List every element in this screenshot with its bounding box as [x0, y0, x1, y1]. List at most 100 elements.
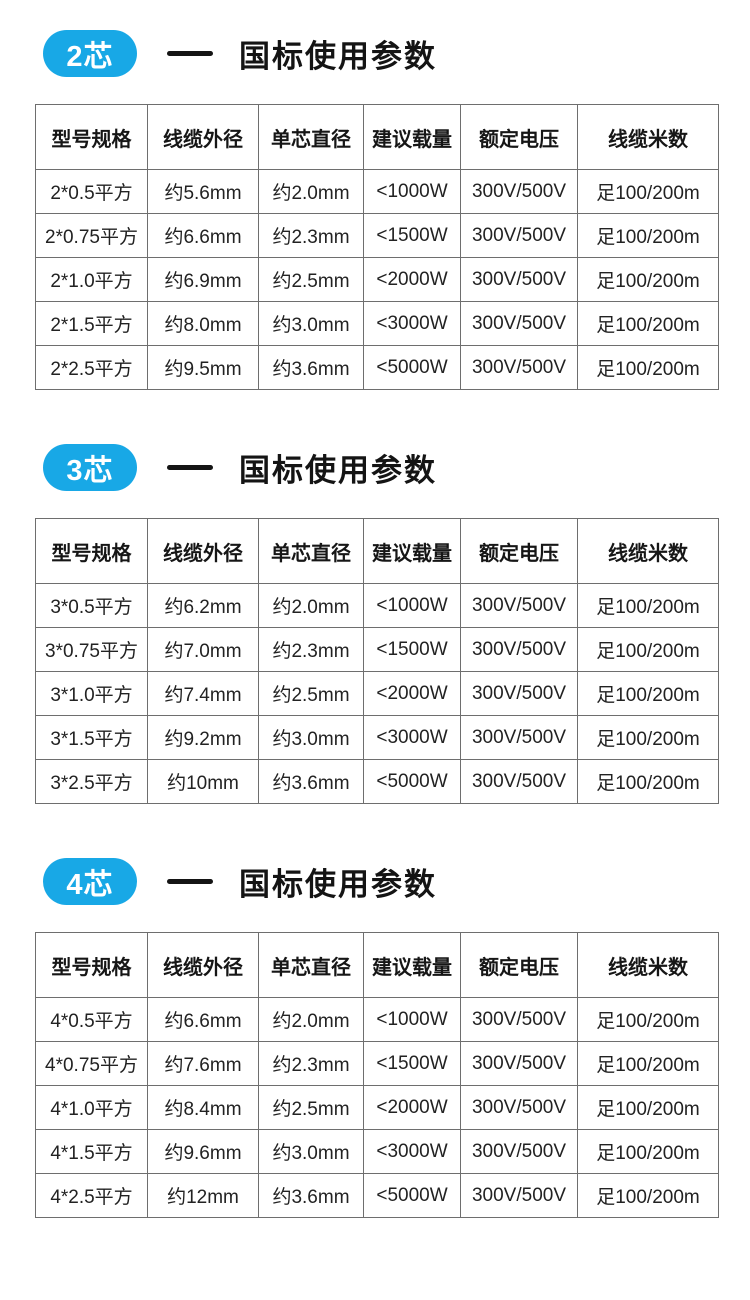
cell-outer-dia: 约9.5mm [147, 345, 259, 390]
cell-voltage: 300V/500V [460, 1041, 578, 1086]
cell-core-dia: 约3.0mm [258, 301, 364, 346]
table-row: 3*2.5平方 约10mm 约3.6mm <5000W 300V/500V 足1… [35, 759, 719, 804]
cell-voltage: 300V/500V [460, 1085, 578, 1130]
cell-model: 2*1.5平方 [35, 301, 148, 346]
cell-outer-dia: 约12mm [147, 1173, 259, 1218]
core-count-badge: 2芯 [43, 30, 137, 77]
cell-core-dia: 约3.0mm [258, 1129, 364, 1174]
cell-load: <5000W [363, 759, 461, 804]
col-header-length: 线缆米数 [577, 518, 719, 584]
cell-length: 足100/200m [577, 759, 719, 804]
cell-core-dia: 约3.6mm [258, 1173, 364, 1218]
col-header-load: 建议载量 [363, 932, 461, 998]
cell-load: <5000W [363, 1173, 461, 1218]
table-row: 3*1.5平方 约9.2mm 约3.0mm <3000W 300V/500V 足… [35, 715, 719, 760]
cell-model: 2*0.5平方 [35, 169, 148, 214]
table-row: 4*0.5平方 约6.6mm 约2.0mm <1000W 300V/500V 足… [35, 997, 719, 1042]
section-title: 国标使用参数 [239, 39, 437, 74]
cell-core-dia: 约2.0mm [258, 997, 364, 1042]
col-header-voltage: 额定电压 [460, 518, 578, 584]
cell-outer-dia: 约6.2mm [147, 583, 259, 628]
cell-load: <3000W [363, 301, 461, 346]
cell-load: <1500W [363, 1041, 461, 1086]
table-row: 3*0.75平方 约7.0mm 约2.3mm <1500W 300V/500V … [35, 627, 719, 672]
cell-outer-dia: 约7.6mm [147, 1041, 259, 1086]
cell-length: 足100/200m [577, 671, 719, 716]
cell-model: 3*2.5平方 [35, 759, 148, 804]
col-header-load: 建议载量 [363, 518, 461, 584]
col-header-core-dia: 单芯直径 [258, 104, 364, 170]
spec-table-2core: 型号规格 线缆外径 单芯直径 建议载量 额定电压 线缆米数 2*0.5平方 约5… [35, 104, 719, 390]
cell-outer-dia: 约8.0mm [147, 301, 259, 346]
cell-load: <3000W [363, 715, 461, 760]
cell-length: 足100/200m [577, 1129, 719, 1174]
cell-load: <1000W [363, 169, 461, 214]
col-header-length: 线缆米数 [577, 104, 719, 170]
cell-voltage: 300V/500V [460, 1129, 578, 1174]
cell-length: 足100/200m [577, 345, 719, 390]
table-row: 3*0.5平方 约6.2mm 约2.0mm <1000W 300V/500V 足… [35, 583, 719, 628]
cell-model: 3*0.5平方 [35, 583, 148, 628]
cell-outer-dia: 约6.9mm [147, 257, 259, 302]
cell-length: 足100/200m [577, 715, 719, 760]
cell-core-dia: 约2.0mm [258, 169, 364, 214]
cell-load: <2000W [363, 257, 461, 302]
cell-outer-dia: 约9.2mm [147, 715, 259, 760]
cell-voltage: 300V/500V [460, 671, 578, 716]
cell-outer-dia: 约6.6mm [147, 997, 259, 1042]
cell-core-dia: 约3.6mm [258, 759, 364, 804]
cell-core-dia: 约2.0mm [258, 583, 364, 628]
table-row: 4*1.0平方 约8.4mm 约2.5mm <2000W 300V/500V 足… [35, 1085, 719, 1130]
spec-sheet-page: 2芯 国标使用参数 型号规格 线缆外径 单芯直径 建议载量 额定电压 线缆米数 [0, 30, 750, 1218]
cell-load: <1500W [363, 213, 461, 258]
cell-model: 3*1.5平方 [35, 715, 148, 760]
cell-voltage: 300V/500V [460, 345, 578, 390]
cell-load: <5000W [363, 345, 461, 390]
col-header-model: 型号规格 [35, 104, 148, 170]
cell-core-dia: 约3.0mm [258, 715, 364, 760]
cell-outer-dia: 约10mm [147, 759, 259, 804]
cell-voltage: 300V/500V [460, 257, 578, 302]
cell-model: 4*1.0平方 [35, 1085, 148, 1130]
cell-model: 4*1.5平方 [35, 1129, 148, 1174]
cell-length: 足100/200m [577, 1173, 719, 1218]
table-row: 2*1.0平方 约6.9mm 约2.5mm <2000W 300V/500V 足… [35, 257, 719, 302]
cell-outer-dia: 约7.4mm [147, 671, 259, 716]
table-header-row: 型号规格 线缆外径 单芯直径 建议载量 额定电压 线缆米数 [35, 518, 719, 584]
table-row: 2*1.5平方 约8.0mm 约3.0mm <3000W 300V/500V 足… [35, 301, 719, 346]
cell-core-dia: 约2.3mm [258, 213, 364, 258]
dash-divider [167, 465, 213, 470]
col-header-voltage: 额定电压 [460, 932, 578, 998]
cell-core-dia: 约3.6mm [258, 345, 364, 390]
col-header-model: 型号规格 [35, 932, 148, 998]
cell-length: 足100/200m [577, 301, 719, 346]
cell-load: <3000W [363, 1129, 461, 1174]
cell-length: 足100/200m [577, 1085, 719, 1130]
cell-length: 足100/200m [577, 583, 719, 628]
cell-core-dia: 约2.5mm [258, 257, 364, 302]
cell-load: <1000W [363, 997, 461, 1042]
cell-length: 足100/200m [577, 1041, 719, 1086]
table-row: 2*2.5平方 约9.5mm 约3.6mm <5000W 300V/500V 足… [35, 345, 719, 390]
cell-model: 2*2.5平方 [35, 345, 148, 390]
cell-voltage: 300V/500V [460, 169, 578, 214]
cell-model: 4*2.5平方 [35, 1173, 148, 1218]
cell-model: 2*1.0平方 [35, 257, 148, 302]
cell-length: 足100/200m [577, 213, 719, 258]
section-4core: 4芯 国标使用参数 型号规格 线缆外径 单芯直径 建议载量 额定电压 线缆米数 [0, 858, 750, 1218]
cell-core-dia: 约2.3mm [258, 627, 364, 672]
table-row: 2*0.5平方 约5.6mm 约2.0mm <1000W 300V/500V 足… [35, 169, 719, 214]
col-header-core-dia: 单芯直径 [258, 518, 364, 584]
cell-outer-dia: 约6.6mm [147, 213, 259, 258]
cell-length: 足100/200m [577, 997, 719, 1042]
col-header-load: 建议载量 [363, 104, 461, 170]
cell-outer-dia: 约9.6mm [147, 1129, 259, 1174]
table-row: 4*1.5平方 约9.6mm 约3.0mm <3000W 300V/500V 足… [35, 1129, 719, 1174]
col-header-outer-dia: 线缆外径 [147, 104, 259, 170]
cell-voltage: 300V/500V [460, 997, 578, 1042]
cell-voltage: 300V/500V [460, 301, 578, 346]
table-row: 4*2.5平方 约12mm 约3.6mm <5000W 300V/500V 足1… [35, 1173, 719, 1218]
cell-outer-dia: 约5.6mm [147, 169, 259, 214]
core-count-badge: 3芯 [43, 444, 137, 491]
col-header-outer-dia: 线缆外径 [147, 518, 259, 584]
